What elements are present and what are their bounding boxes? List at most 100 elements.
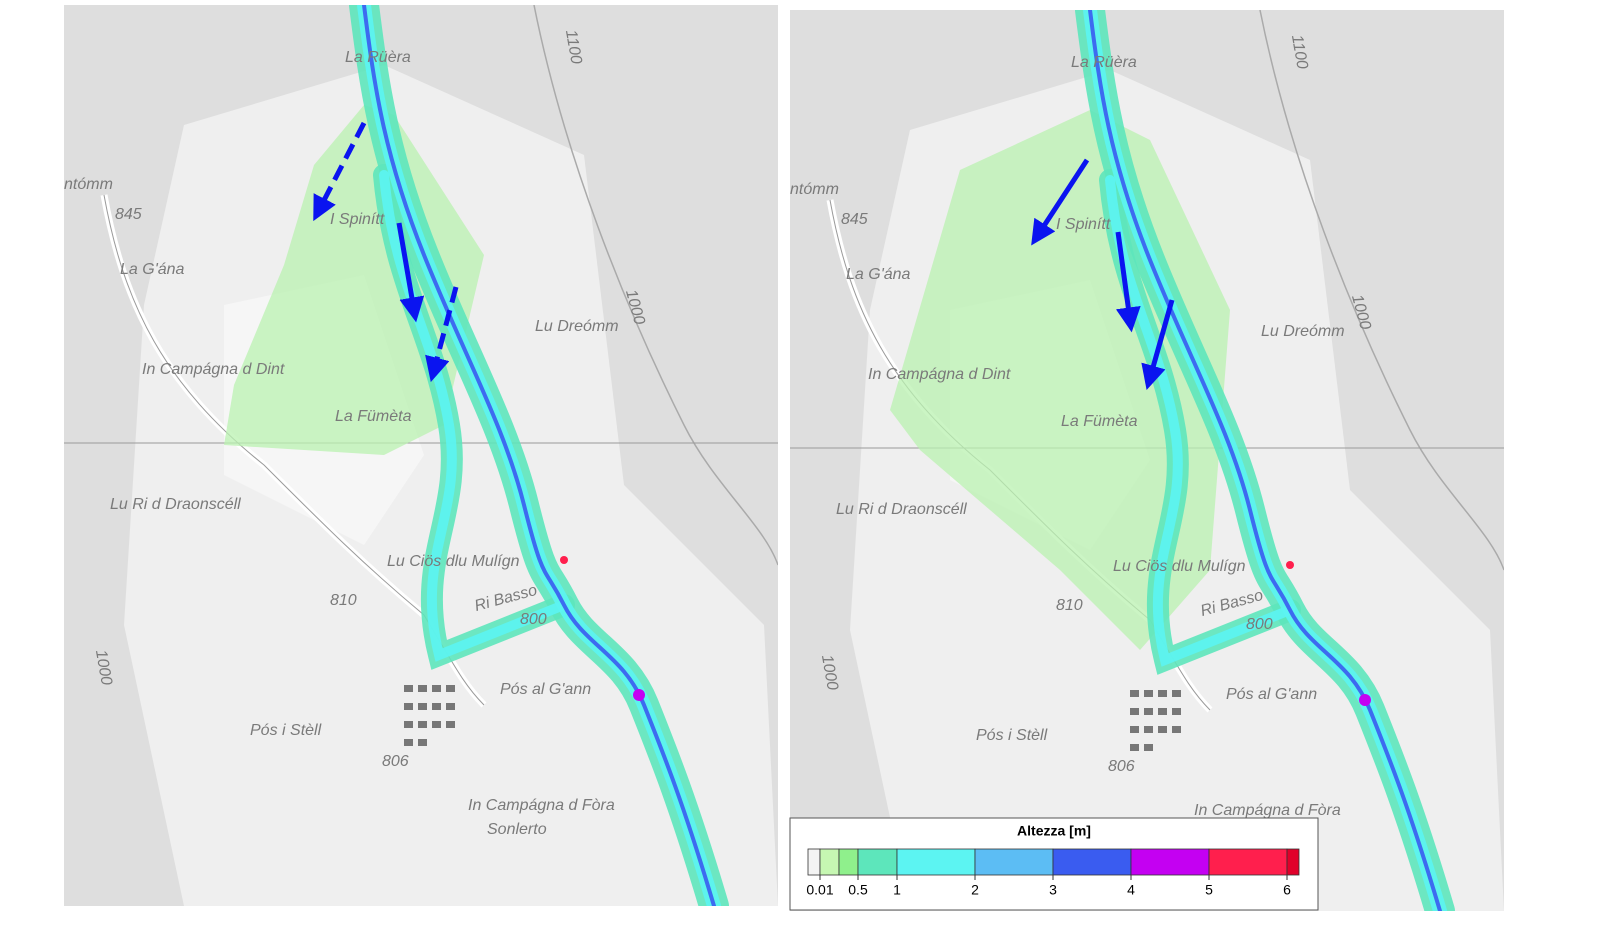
legend-tick-label: 2 (971, 882, 979, 898)
legend-tick-label: 1 (893, 882, 901, 898)
legend-swatch (896, 848, 976, 876)
place-label: 1000 (92, 648, 115, 686)
legend-swatch (819, 848, 840, 876)
flood-channel (379, 170, 569, 662)
building (1172, 690, 1181, 697)
flow-arrow (396, 222, 425, 323)
place-label: In Campágna d Dint (868, 366, 1011, 383)
place-label: La G'ána (846, 266, 911, 283)
place-label: 810 (1056, 597, 1083, 614)
place-label: I Spinítt (330, 211, 385, 228)
building (446, 703, 455, 710)
place-label: La Rüèra (345, 49, 411, 66)
legend-tick-label: 5 (1205, 882, 1213, 898)
building (1158, 708, 1167, 715)
place-label: 1100 (562, 28, 585, 65)
place-label: In Campágna d Dint (142, 361, 285, 378)
place-label: 1100 (1288, 33, 1311, 70)
building (1144, 726, 1153, 733)
place-label: 800 (520, 611, 547, 628)
building (418, 685, 427, 692)
legend-title: Altezza [m] (1017, 823, 1091, 839)
building (1144, 744, 1153, 751)
place-label: Lu Ri d Draonscéll (836, 501, 967, 518)
building (418, 721, 427, 728)
place-label: La Rüèra (1071, 54, 1137, 71)
building (418, 739, 427, 746)
legend-swatch (1286, 848, 1300, 876)
building (404, 703, 413, 710)
place-label: Pós i Stèll (976, 727, 1048, 744)
place-label: Lu Ciös dlu Mulígn (387, 553, 520, 570)
building (418, 703, 427, 710)
legend-swatch (838, 848, 859, 876)
building (446, 721, 455, 728)
place-label: ntómm (790, 181, 839, 198)
legend-tick-label: 6 (1283, 882, 1291, 898)
place-label: 806 (382, 753, 409, 770)
legend-swatch (974, 848, 1054, 876)
building (1158, 690, 1167, 697)
flood-deep (633, 689, 645, 701)
legend-swatch (807, 848, 821, 876)
legend-swatch (857, 848, 898, 876)
legend-tick-label: 3 (1049, 882, 1057, 898)
building (404, 721, 413, 728)
legend-tick-label: 4 (1127, 882, 1135, 898)
place-label: 845 (115, 206, 142, 223)
place-label: Lu Dreómm (1261, 323, 1345, 340)
place-label: Sonlerto (487, 821, 547, 838)
flood-channel (1105, 175, 1295, 667)
building (1144, 708, 1153, 715)
legend-swatch (1052, 848, 1132, 876)
legend-swatch (1208, 848, 1288, 876)
place-label: In Campágna d Fòra (1194, 802, 1341, 819)
legend-tick-label: 0.5 (848, 882, 868, 898)
flow-arrow (1141, 299, 1175, 391)
building (404, 739, 413, 746)
place-label: 1000 (818, 653, 841, 691)
place-label: Pós al G'ann (1226, 686, 1317, 703)
flood-deep (560, 556, 568, 564)
flood-deep (1286, 561, 1294, 569)
building (432, 703, 441, 710)
place-label: 806 (1108, 758, 1135, 775)
place-label: I Spinítt (1056, 216, 1111, 233)
contour (1259, 10, 1504, 571)
place-label: In Campágna d Fòra (468, 797, 615, 814)
legend-tick-label: 0.01 (806, 882, 833, 898)
building (1172, 726, 1181, 733)
building (404, 685, 413, 692)
contour (533, 5, 778, 566)
building (446, 685, 455, 692)
flow-arrow (313, 121, 367, 222)
place-label: ntómm (64, 176, 113, 193)
building (1130, 726, 1139, 733)
building (1144, 690, 1153, 697)
legend-swatch (1130, 848, 1210, 876)
flow-arrow (1031, 158, 1090, 246)
building (432, 685, 441, 692)
place-label: La Fümèta (335, 408, 412, 425)
flood-channel (1088, 10, 1442, 911)
legend: Altezza [m] 0.01 0.5 1 2 3 4 5 6 (789, 817, 1319, 911)
place-label: Pós i Stèll (250, 722, 322, 739)
flood-shallow (224, 105, 484, 455)
flow-arrow (1115, 231, 1141, 333)
building (1130, 708, 1139, 715)
building (432, 721, 441, 728)
building (1130, 690, 1139, 697)
place-label: 810 (330, 592, 357, 609)
place-label: Pós al G'ann (500, 681, 591, 698)
place-label: 800 (1246, 616, 1273, 633)
place-label: La G'ána (120, 261, 185, 278)
place-label: Lu Ciös dlu Mulígn (1113, 558, 1246, 575)
building (1130, 744, 1139, 751)
place-label: 845 (841, 211, 868, 228)
flow-arrow (425, 286, 459, 383)
place-label: Lu Ri d Draonscéll (110, 496, 241, 513)
